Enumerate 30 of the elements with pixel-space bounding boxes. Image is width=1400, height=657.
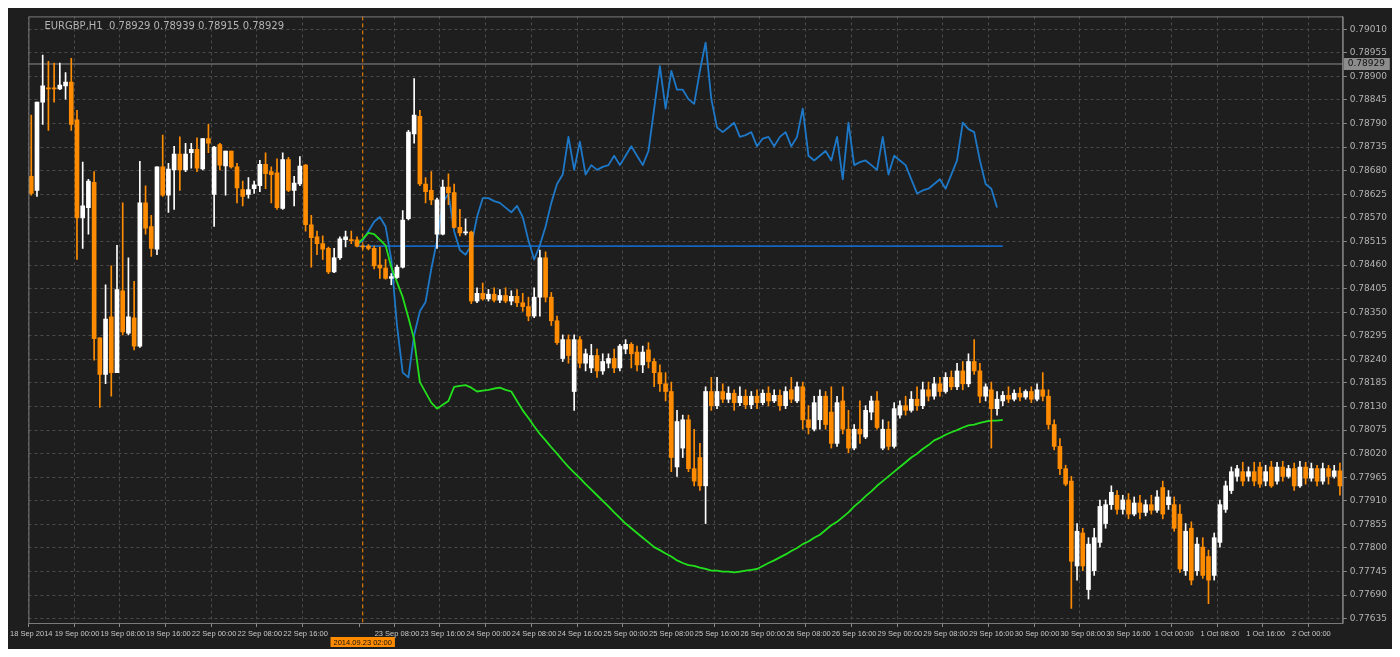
y-tick-label: 0.78240 xyxy=(1349,353,1388,364)
y-tick-label: 0.78350 xyxy=(1349,306,1388,317)
y-tick-label: 0.78405 xyxy=(1349,282,1387,293)
y-tick-label: 0.77910 xyxy=(1349,495,1388,506)
y-tick-label: 0.78295 xyxy=(1349,330,1387,341)
candlestick xyxy=(40,54,46,125)
y-tick-label: 0.78790 xyxy=(1349,117,1388,128)
y-tick-label: 0.78900 xyxy=(1349,70,1388,81)
y-tick-label: 0.79010 xyxy=(1349,23,1388,34)
y-tick-label: 0.77800 xyxy=(1349,542,1388,553)
y-tick-label: 0.78735 xyxy=(1349,141,1387,152)
chart-title: EURGBP,H1 0.78929 0.78939 0.78915 0.78929 xyxy=(44,19,285,31)
y-tick-label: 0.78845 xyxy=(1349,94,1387,105)
y-tick-label: 0.78460 xyxy=(1349,259,1388,270)
y-tick-label: 0.78185 xyxy=(1349,377,1387,388)
y-tick-label: 0.77855 xyxy=(1349,518,1387,529)
y-tick-label: 0.77690 xyxy=(1349,589,1388,600)
y-tick-label: 0.78130 xyxy=(1349,400,1388,411)
ref-line-label: 0.78929 xyxy=(1347,58,1386,69)
y-tick-label: 0.77965 xyxy=(1349,471,1387,482)
y-tick-label: 0.77635 xyxy=(1349,613,1387,624)
y-tick-label: 0.78680 xyxy=(1349,165,1388,176)
y-tick-label: 0.78625 xyxy=(1349,188,1387,199)
y-tick-label: 0.78020 xyxy=(1349,448,1388,459)
y-tick-label: 0.78075 xyxy=(1349,424,1387,435)
candlestick xyxy=(188,142,194,169)
y-tick-label: 0.77745 xyxy=(1349,565,1387,576)
y-tick-label: 0.78515 xyxy=(1349,235,1387,246)
y-tick-label: 0.78955 xyxy=(1349,47,1387,58)
y-tick-label: 0.78570 xyxy=(1349,212,1388,223)
